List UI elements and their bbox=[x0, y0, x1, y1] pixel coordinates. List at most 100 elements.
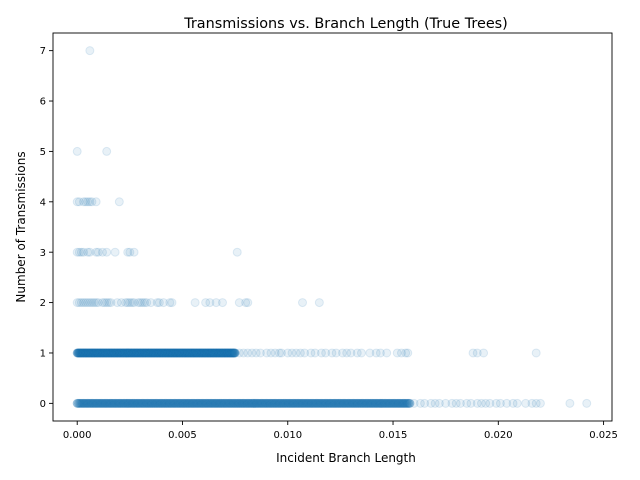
data-point bbox=[342, 348, 352, 358]
data-point bbox=[140, 348, 150, 358]
data-point bbox=[114, 348, 124, 358]
data-point bbox=[138, 348, 148, 358]
data-point bbox=[186, 398, 196, 408]
data-point bbox=[164, 398, 174, 408]
data-point bbox=[108, 348, 118, 358]
data-point bbox=[81, 348, 91, 358]
data-point bbox=[356, 348, 366, 358]
data-point bbox=[139, 398, 149, 408]
data-point bbox=[109, 348, 119, 358]
data-point bbox=[208, 398, 218, 408]
data-point bbox=[127, 298, 137, 308]
data-point bbox=[152, 348, 162, 358]
data-point bbox=[132, 348, 142, 358]
data-point bbox=[196, 348, 206, 358]
data-point bbox=[98, 348, 108, 358]
data-point bbox=[176, 398, 186, 408]
data-point bbox=[144, 348, 154, 358]
y-tick-label: 7 bbox=[40, 46, 46, 57]
data-point bbox=[73, 348, 83, 358]
data-point bbox=[73, 348, 83, 358]
data-point bbox=[222, 348, 232, 358]
data-point bbox=[113, 398, 123, 408]
data-point bbox=[103, 348, 113, 358]
data-point bbox=[209, 398, 219, 408]
data-point bbox=[121, 348, 131, 358]
data-point bbox=[91, 197, 101, 207]
data-point bbox=[129, 348, 139, 358]
data-point bbox=[158, 348, 168, 358]
data-point bbox=[117, 348, 127, 358]
data-point bbox=[160, 348, 170, 358]
data-point bbox=[141, 398, 151, 408]
data-point bbox=[205, 298, 215, 308]
data-point bbox=[131, 398, 141, 408]
data-point bbox=[184, 348, 194, 358]
data-point bbox=[215, 348, 225, 358]
data-point bbox=[122, 398, 132, 408]
data-point bbox=[223, 348, 233, 358]
data-point bbox=[169, 348, 179, 358]
data-point bbox=[210, 348, 220, 358]
data-point bbox=[151, 348, 161, 358]
data-point bbox=[109, 348, 119, 358]
data-point bbox=[134, 348, 144, 358]
data-point bbox=[211, 298, 221, 308]
data-point bbox=[229, 348, 239, 358]
data-point bbox=[219, 398, 229, 408]
data-point bbox=[133, 348, 143, 358]
data-point bbox=[106, 348, 116, 358]
data-point bbox=[133, 348, 143, 358]
data-point bbox=[194, 348, 204, 358]
data-point bbox=[115, 348, 125, 358]
data-point bbox=[181, 398, 191, 408]
data-point bbox=[95, 348, 105, 358]
data-point bbox=[187, 348, 197, 358]
data-point bbox=[195, 398, 205, 408]
data-point bbox=[95, 348, 105, 358]
data-point bbox=[227, 348, 237, 358]
data-point bbox=[201, 348, 211, 358]
data-point bbox=[133, 348, 143, 358]
data-point bbox=[135, 298, 145, 308]
data-point bbox=[192, 348, 202, 358]
data-point bbox=[241, 298, 251, 308]
data-point bbox=[141, 398, 151, 408]
data-point bbox=[125, 398, 135, 408]
data-point bbox=[205, 348, 215, 358]
data-point bbox=[106, 348, 116, 358]
data-point bbox=[73, 398, 83, 408]
data-point bbox=[228, 348, 238, 358]
data-point bbox=[120, 348, 130, 358]
data-point bbox=[150, 348, 160, 358]
data-point bbox=[189, 348, 199, 358]
data-point bbox=[122, 348, 132, 358]
data-point bbox=[120, 398, 130, 408]
data-point bbox=[352, 348, 362, 358]
data-point bbox=[230, 348, 240, 358]
data-point bbox=[121, 398, 131, 408]
data-point bbox=[126, 348, 136, 358]
data-point bbox=[165, 348, 175, 358]
data-point bbox=[141, 348, 151, 358]
data-point bbox=[83, 348, 93, 358]
data-point bbox=[183, 348, 193, 358]
data-point bbox=[117, 398, 127, 408]
data-point bbox=[196, 348, 206, 358]
data-point bbox=[117, 348, 127, 358]
data-point bbox=[136, 398, 146, 408]
data-point bbox=[190, 398, 200, 408]
data-point bbox=[93, 247, 103, 257]
data-point bbox=[123, 348, 133, 358]
data-point bbox=[176, 348, 186, 358]
data-point bbox=[117, 348, 127, 358]
data-point bbox=[91, 247, 101, 257]
data-point bbox=[255, 348, 265, 358]
data-point bbox=[99, 398, 109, 408]
data-point bbox=[199, 348, 209, 358]
data-point bbox=[103, 398, 113, 408]
data-point bbox=[101, 348, 111, 358]
data-point bbox=[338, 348, 347, 358]
data-point bbox=[113, 398, 123, 408]
data-point bbox=[88, 398, 98, 408]
